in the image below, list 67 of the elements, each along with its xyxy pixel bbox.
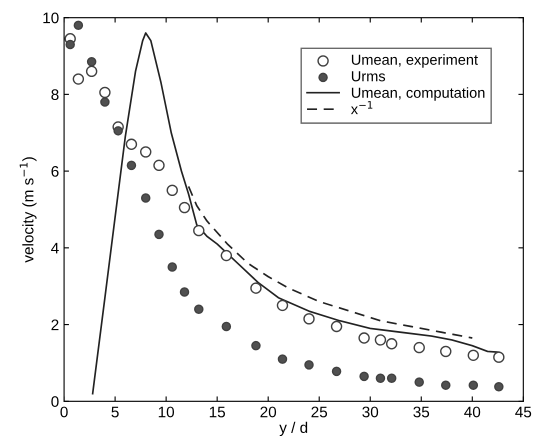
point [140, 146, 152, 158]
point [194, 304, 204, 314]
point [86, 66, 98, 78]
point [193, 224, 204, 236]
x-tick-label: 25 [311, 406, 328, 418]
point [468, 380, 478, 390]
point [168, 262, 177, 272]
point [166, 184, 178, 196]
point [222, 322, 232, 332]
x-tick-label: 45 [515, 406, 532, 418]
x-tick-label: 30 [362, 406, 378, 418]
point [374, 334, 386, 346]
point [468, 350, 480, 361]
point [358, 332, 370, 344]
point [376, 374, 386, 384]
point [278, 354, 288, 364]
point [386, 338, 398, 350]
y-axis-title: velocity (m s$^{−1}$) [20, 157, 37, 263]
point [441, 380, 451, 390]
x-tick-label: 5 [111, 406, 119, 418]
legend-label: Umean, computation [352, 87, 484, 101]
y-tick-label: 2 [51, 319, 58, 330]
x-tick-label: 10 [158, 406, 174, 418]
point [113, 126, 123, 136]
point [414, 377, 424, 387]
point [99, 86, 111, 98]
point [330, 320, 342, 332]
point [180, 287, 190, 297]
y-tick-label: 4 [51, 242, 59, 254]
point [303, 313, 315, 325]
point [493, 351, 505, 363]
x-tick-label: 0 [60, 406, 68, 418]
point [140, 193, 150, 203]
point [440, 346, 452, 358]
legend-label: x$^{−1}$ [350, 101, 372, 114]
point [494, 382, 504, 392]
point [178, 202, 190, 214]
point [414, 342, 425, 354]
point [72, 73, 84, 85]
point [154, 230, 164, 240]
x-tick-label: 15 [210, 406, 226, 418]
legend-label: Umean, experiment [352, 54, 478, 68]
point [276, 300, 288, 312]
line-series [188, 186, 474, 339]
point [220, 250, 232, 262]
point [74, 20, 84, 30]
point [251, 340, 261, 350]
y-tick-label: 0 [51, 396, 59, 407]
point [359, 372, 369, 382]
y-tick-label: 6 [52, 166, 59, 177]
x-tick-label: 20 [260, 406, 276, 418]
point [100, 97, 110, 107]
point [126, 160, 136, 170]
point [153, 160, 165, 172]
point [386, 374, 396, 384]
point [126, 138, 138, 150]
point [304, 360, 314, 370]
point [65, 40, 75, 50]
x-tick-label: 35 [413, 406, 430, 418]
point [250, 282, 262, 294]
x-tick-label: 40 [464, 406, 480, 418]
x-axis-title: y / d [279, 422, 308, 436]
point [86, 57, 96, 67]
point [332, 366, 342, 376]
y-tick-label: 10 [43, 12, 59, 24]
legend-label: Urms [352, 71, 386, 82]
y-tick-label: 8 [51, 89, 59, 100]
